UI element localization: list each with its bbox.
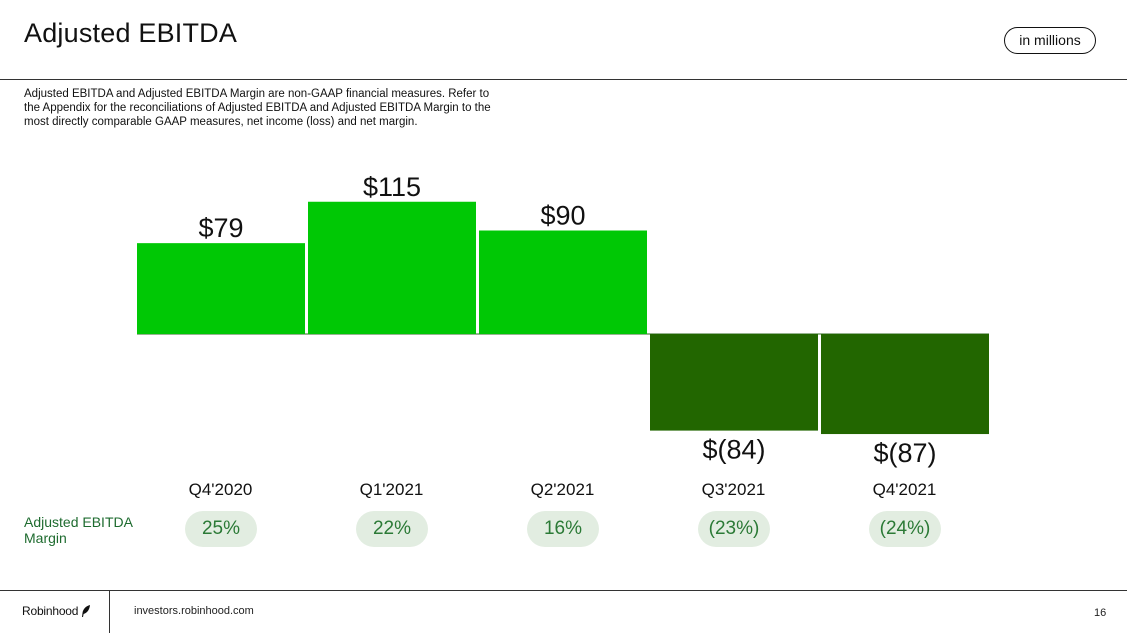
footer-vertical-divider (109, 591, 110, 633)
margin-pill-3: (23%) (698, 511, 770, 547)
feather-icon (82, 605, 91, 617)
bar-3 (650, 334, 818, 431)
footer-divider (0, 590, 1127, 591)
header-divider (0, 79, 1127, 80)
category-label-3: Q3'2021 (702, 480, 766, 499)
bar-0 (137, 243, 305, 334)
margin-pill-4: (24%) (869, 511, 941, 547)
bar-value-label-3: $(84) (702, 435, 765, 465)
footer-website: investors.robinhood.com (134, 605, 254, 617)
bar-value-label-0: $79 (198, 213, 243, 243)
margin-pill-0: 25% (185, 511, 257, 547)
non-gaap-note: Adjusted EBITDA and Adjusted EBITDA Marg… (24, 88, 491, 128)
bar-4 (821, 334, 989, 435)
bar-2 (479, 230, 647, 334)
bar-value-label-4: $(87) (873, 438, 936, 468)
page-title: Adjusted EBITDA (24, 18, 238, 48)
page-number: 16 (1094, 607, 1107, 619)
bar-value-label-2: $90 (540, 201, 585, 231)
margin-pill-2: 16% (527, 511, 599, 547)
robinhood-logo: Robinhood (22, 604, 91, 618)
margin-row-label: Adjusted EBITDA Margin (24, 514, 133, 546)
category-label-4: Q4'2021 (873, 480, 937, 499)
category-label-2: Q2'2021 (531, 480, 595, 499)
margin-pill-1: 22% (356, 511, 428, 547)
bar-value-label-1: $115 (363, 172, 421, 202)
brand-name: Robinhood (22, 604, 79, 618)
bar-1 (308, 201, 476, 334)
units-badge: in millions (1004, 27, 1096, 54)
ebitda-bar-chart: $79 Q4'2020 $115 Q1'2021 $90 Q2'2021 $(84) Q3'2… (137, 172, 989, 499)
category-label-1: Q1'2021 (360, 480, 424, 499)
category-label-0: Q4'2020 (189, 480, 253, 499)
